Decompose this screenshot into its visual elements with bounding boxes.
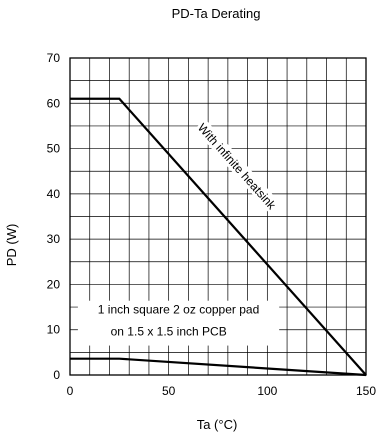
pad-label-box [77,300,280,346]
x-axis-label: Ta (°C) [197,417,238,432]
grid [70,58,366,375]
x-tick-label: 0 [67,384,74,398]
heatsink-label-bg [194,119,281,213]
x-tick-label: 150 [356,384,376,398]
chart-title: PD-Ta Derating [172,6,261,21]
series-line [70,357,367,377]
series-lines [70,97,367,377]
x-tick-label: 100 [257,384,277,398]
pad-label-line2: on 1.5 x 1.5 inch PCB [111,325,227,339]
y-tick-label: 60 [47,96,61,110]
series-line [70,97,367,376]
plot-frame [69,57,367,376]
y-tick-label: 30 [47,232,61,246]
y-tick-label: 40 [47,187,61,201]
tick-labels: 0 10 20 30 40 50 60 70 0 50 100 150 [47,51,377,398]
y-axis-label: PD (W) [4,224,19,267]
pad-label-line1: 1 inch square 2 oz copper pad [98,302,259,316]
y-tick-label: 50 [47,142,61,156]
y-tick-label: 20 [47,277,61,291]
x-tick-label: 50 [162,384,176,398]
y-tick-label: 70 [47,51,61,65]
y-tick-label: 0 [53,368,60,382]
plot-border [69,57,367,376]
y-tick-label: 10 [47,323,61,337]
